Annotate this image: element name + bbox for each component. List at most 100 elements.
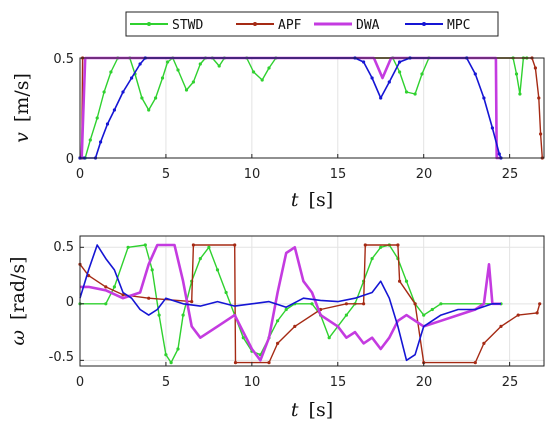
velocity-xtick-0: 0	[76, 167, 84, 182]
velocity-point-stwd-13	[166, 60, 170, 64]
angular-xtick-5: 5	[162, 375, 170, 390]
velocity-point-mpc-5	[112, 108, 116, 112]
velocity-point-mpc-4	[105, 122, 110, 126]
angular-xtick-20: 20	[416, 375, 433, 390]
velocity-point-stwd-15	[176, 68, 180, 72]
velocity-point-mpc-3	[99, 140, 103, 144]
angular-point-stwd-6	[157, 313, 161, 317]
angular-point-apf-15	[363, 243, 367, 247]
velocity-ytick-0: 0	[66, 152, 74, 167]
velocity-point-stwd-4	[102, 90, 106, 94]
angular-point-apf-17	[398, 279, 402, 283]
velocity-point-apf-6	[539, 132, 543, 136]
angular-point-apf-21	[482, 341, 486, 345]
angular-ytick-0.5: 0.5	[53, 240, 74, 255]
angular-xtick-10: 10	[244, 375, 261, 390]
velocity-point-mpc-18	[473, 72, 477, 76]
velocity-point-stwd-26	[267, 66, 271, 70]
velocity-point-stwd-11	[154, 96, 158, 100]
velocity-point-stwd-35	[514, 72, 519, 76]
velocity-series-dwa	[80, 56, 501, 160]
velocity-xtick-25: 25	[502, 167, 519, 182]
velocity-xlabel: t [s]	[291, 189, 333, 211]
legend-label-dwa: DWA	[356, 18, 380, 33]
angular-point-stwd-7	[164, 353, 168, 357]
angular-point-stwd-3	[126, 245, 130, 249]
angular-ytick--0.5: -0.5	[49, 350, 74, 365]
legend-label-mpc: MPC	[447, 18, 470, 33]
angular-xtick-15: 15	[330, 375, 347, 390]
velocity-point-stwd-18	[198, 62, 202, 66]
angular-point-stwd-35	[404, 279, 409, 283]
angular-point-stwd-39	[439, 302, 443, 306]
velocity-point-stwd-10	[147, 108, 151, 112]
velocity-point-mpc-8	[138, 62, 142, 66]
angular-xlabel-var: t	[291, 399, 299, 421]
angular-point-stwd-5	[150, 268, 154, 272]
angular-point-stwd-12	[198, 257, 202, 261]
angular-point-stwd-37	[422, 313, 426, 317]
velocity-point-mpc-11	[362, 60, 366, 64]
angular-point-stwd-17	[241, 336, 245, 340]
velocity-point-stwd-21	[217, 64, 221, 68]
velocity-point-stwd-25	[260, 78, 264, 82]
angular-point-stwd-26	[327, 336, 331, 340]
angular-point-stwd-13	[207, 245, 211, 249]
angular-point-apf-8	[233, 361, 238, 365]
velocity-panel: 0.5 0 0 5 10 15 20 25 t [s] v [m/s]	[11, 52, 545, 211]
angular-point-apf-13	[344, 302, 348, 306]
angular-point-apf-7	[233, 243, 237, 247]
angular-xtick-25: 25	[502, 375, 519, 390]
angular-ylabel-unit: [rad/s]	[7, 256, 29, 320]
angular-xlabel: t [s]	[291, 399, 333, 421]
legend: STWD APF DWA MPC	[125, 11, 499, 37]
angular-xlabel-unit: [s]	[309, 399, 334, 421]
velocity-point-stwd-16	[184, 88, 189, 92]
velocity-point-mpc-20	[490, 126, 494, 130]
legend-marker-apf	[253, 22, 257, 26]
velocity-point-stwd-24	[252, 70, 256, 74]
velocity-ticks	[79, 57, 511, 159]
velocity-point-stwd-9	[140, 96, 144, 100]
velocity-point-stwd-36	[518, 92, 522, 96]
angular-point-stwd-1	[104, 302, 108, 306]
velocity-xtick-20: 20	[416, 167, 433, 182]
angular-point-stwd-38	[430, 307, 434, 312]
velocity-series	[78, 56, 544, 160]
angular-point-apf-16	[396, 243, 400, 247]
angular-point-apf-2	[104, 285, 108, 289]
velocity-point-stwd-3	[95, 116, 99, 120]
velocity-point-apf-5	[537, 96, 541, 100]
angular-point-stwd-32	[379, 245, 383, 249]
velocity-axes-box	[79, 57, 545, 159]
angular-point-apf-10	[276, 341, 280, 345]
velocity-point-stwd-5	[109, 70, 113, 74]
velocity-point-mpc-6	[121, 90, 125, 94]
velocity-series-mpc	[80, 57, 502, 159]
legend-label-apf: APF	[278, 18, 302, 33]
angular-point-apf-3	[121, 293, 125, 297]
velocity-point-mpc-19	[482, 96, 486, 100]
velocity-point-stwd-17	[191, 80, 195, 84]
angular-point-apf-23	[516, 313, 520, 317]
legend-marker-stwd	[147, 22, 151, 26]
angular-series-apf	[79, 244, 541, 364]
angular-point-apf-25	[538, 302, 542, 306]
angular-axes-box	[79, 235, 545, 367]
velocity-series-stwd	[80, 57, 527, 159]
legend-label-stwd: STWD	[172, 18, 203, 33]
angular-point-stwd-10	[181, 313, 185, 317]
velocity-xlabel-var: t	[291, 189, 299, 211]
angular-point-stwd-28	[344, 313, 348, 317]
velocity-point-mpc-14	[387, 80, 391, 84]
angular-ylabel-var: ω	[7, 330, 29, 346]
angular-point-apf-4	[147, 296, 151, 300]
angular-point-apf-9	[267, 361, 271, 365]
velocity-xtick-15: 15	[330, 167, 347, 182]
angular-velocity-panel: 0.5 0 -0.5 0 5 10 15 20 25 t [s] ω [rad/…	[7, 235, 545, 421]
velocity-point-mpc-13	[379, 96, 383, 100]
velocity-point-mpc-15	[398, 60, 402, 64]
angular-ytick-0: 0	[66, 295, 74, 310]
angular-point-apf-11	[293, 324, 297, 328]
velocity-ylabel: v [m/s]	[11, 73, 33, 143]
